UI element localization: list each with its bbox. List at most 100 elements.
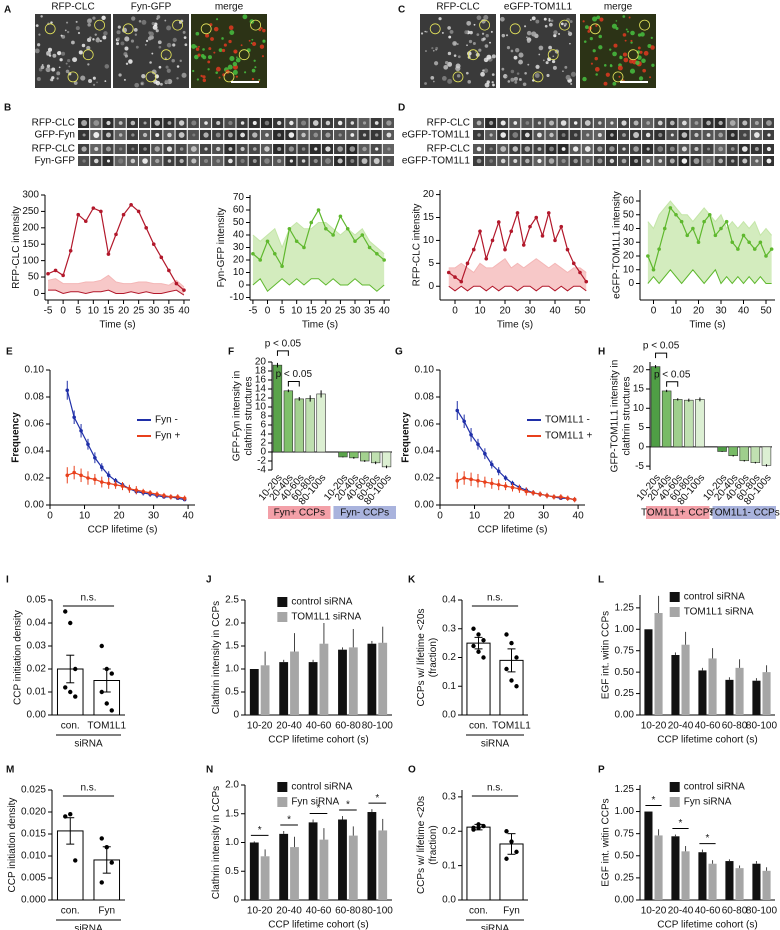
x-tick-label: 15 <box>306 306 318 317</box>
kymo-spot <box>81 146 87 152</box>
speckle <box>251 68 256 73</box>
point <box>462 476 466 480</box>
speckle <box>116 42 120 46</box>
group-box <box>333 506 396 519</box>
roi-circle <box>67 71 79 83</box>
legend-label: control siRNA <box>684 592 745 603</box>
speckle <box>184 43 188 47</box>
y-tick-label: 0.00 <box>615 710 635 721</box>
point <box>691 226 695 231</box>
speckle <box>482 37 486 41</box>
point <box>584 279 589 284</box>
speckle <box>164 79 169 84</box>
speckle <box>191 43 197 49</box>
point <box>553 238 557 243</box>
x-tick-label: 40 <box>573 511 585 522</box>
speckle <box>598 45 603 50</box>
speckle <box>449 29 454 34</box>
kymo-spot <box>754 132 760 138</box>
kymo-spot <box>301 132 306 138</box>
kymo-spot <box>204 147 208 151</box>
speckle <box>165 65 169 69</box>
speckle <box>583 40 587 43</box>
speckle <box>624 39 627 42</box>
y-tick-label: 0 <box>638 441 644 452</box>
speckle <box>635 60 640 66</box>
bar <box>684 399 694 448</box>
kymo-spot <box>584 120 591 126</box>
kymo-spot <box>537 158 542 164</box>
kymo-spot <box>179 158 184 164</box>
speckle <box>87 23 91 27</box>
legend-swatch <box>669 607 680 617</box>
speckle <box>629 68 636 74</box>
speckle <box>116 37 120 41</box>
speckle <box>46 64 51 68</box>
speckle <box>491 81 494 84</box>
speckle <box>75 20 78 23</box>
kymo-spot <box>118 121 123 125</box>
significance-bracket <box>287 380 300 387</box>
kymo-spot <box>325 146 331 152</box>
band-fill <box>252 222 385 292</box>
y-tick-label: 1.25 <box>615 602 635 613</box>
kymo-spot <box>718 158 723 164</box>
kymo-spot <box>669 158 675 164</box>
speckle <box>40 15 43 18</box>
point <box>121 212 126 217</box>
row-label: RFP-CLC <box>427 144 470 155</box>
image-label: RFP-CLC <box>51 2 94 13</box>
legend-label: control siRNA <box>291 597 352 608</box>
kymo-spot <box>573 146 579 152</box>
speckle <box>157 40 162 45</box>
speckle <box>612 51 617 57</box>
kymo-spot <box>240 146 245 152</box>
y-axis-label: GFP-Fyn intensity in <box>232 371 243 462</box>
y-tick-label: 0.005 <box>21 873 46 884</box>
point <box>114 232 118 237</box>
y-tick-label: 150 <box>22 239 39 250</box>
kymo-spot <box>766 158 772 164</box>
kymo-spot <box>167 132 172 138</box>
speckle <box>514 80 518 84</box>
point <box>182 496 187 501</box>
y-tick-label: -10 <box>230 292 245 303</box>
bar <box>735 868 744 900</box>
point <box>175 495 180 499</box>
kymo-spot <box>706 120 711 126</box>
speckle <box>456 43 459 45</box>
speckle <box>603 81 608 86</box>
speckle <box>441 31 444 34</box>
y-tick-label: 300 <box>22 190 39 201</box>
point <box>144 226 148 230</box>
band-fill <box>647 201 772 284</box>
kymo-spot <box>240 158 245 164</box>
y-tick-label: 1.5 <box>225 808 239 819</box>
point <box>99 643 104 649</box>
y-axis-label: RFP-CLC intensity <box>11 206 22 289</box>
kymo-spot <box>524 132 530 138</box>
point <box>91 206 96 210</box>
x-axis-label: CCP lifetime (s) <box>88 525 158 536</box>
x-tick-label: 30 <box>538 511 550 522</box>
point <box>109 671 114 676</box>
y-tick-label: 0.5 <box>225 687 239 698</box>
point <box>106 252 111 256</box>
speckle <box>623 57 629 63</box>
point <box>471 247 476 252</box>
y-tick-label: 20 <box>623 251 635 262</box>
point <box>316 208 321 212</box>
y-tick-label: 0.010 <box>21 851 46 862</box>
kymo-spot <box>512 132 519 138</box>
speckle <box>181 72 187 78</box>
y-tick-label: 0.3 <box>442 792 456 803</box>
y-axis-label: CCPs w/ lifetime <20s <box>416 796 427 894</box>
y-tick-label: 0 <box>238 280 244 291</box>
point <box>353 239 357 244</box>
kymo-spot <box>105 146 111 152</box>
kymo-spot <box>682 120 687 126</box>
annotation: p < 0.05 <box>643 341 680 352</box>
kymo-spot <box>718 146 724 152</box>
y-tick-label: 14 <box>255 384 267 395</box>
